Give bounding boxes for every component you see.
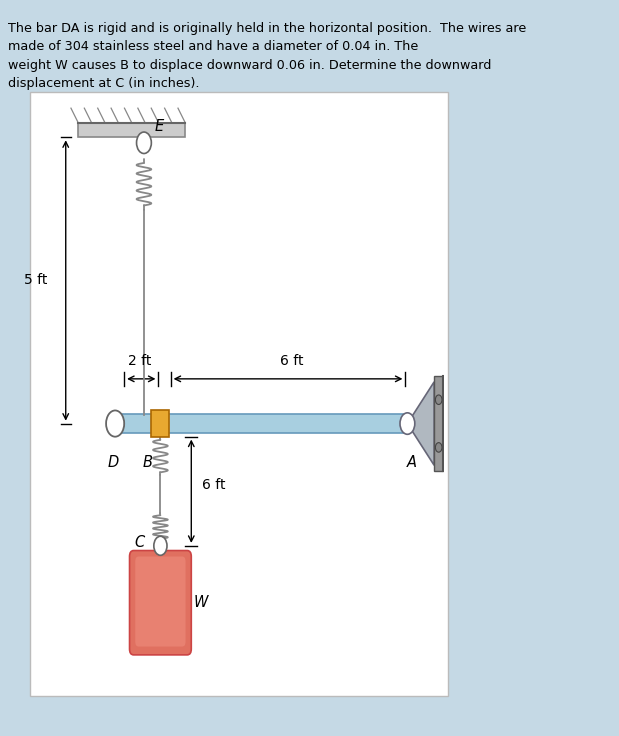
Text: C: C: [134, 535, 145, 551]
Circle shape: [137, 132, 152, 154]
Bar: [78, 122, 185, 138]
Text: W: W: [193, 595, 208, 610]
Text: displacement at C (in inches).: displacement at C (in inches).: [8, 77, 199, 91]
Text: A: A: [407, 455, 417, 470]
FancyBboxPatch shape: [136, 556, 186, 646]
Text: weight W causes B to displace downward 0.06 in. Determine the downward: weight W causes B to displace downward 0…: [8, 59, 491, 72]
Bar: [115, 414, 407, 433]
Text: 6 ft: 6 ft: [280, 354, 304, 368]
Circle shape: [106, 411, 124, 436]
Circle shape: [435, 395, 442, 405]
Text: made of 304 stainless steel and have a diameter of 0.04 in. The: made of 304 stainless steel and have a d…: [8, 40, 418, 54]
FancyBboxPatch shape: [129, 551, 191, 655]
Circle shape: [400, 413, 415, 434]
Bar: [152, 411, 170, 436]
Text: The bar DA is rigid and is originally held in the horizontal position.  The wire: The bar DA is rigid and is originally he…: [8, 22, 526, 35]
Bar: [434, 376, 443, 471]
Text: 2 ft: 2 ft: [128, 354, 152, 368]
Circle shape: [154, 537, 167, 556]
Text: E: E: [154, 119, 163, 135]
Text: 5 ft: 5 ft: [24, 274, 47, 288]
Bar: [30, 92, 448, 696]
Circle shape: [435, 442, 442, 452]
Text: B: B: [142, 455, 152, 470]
Polygon shape: [407, 382, 434, 465]
Text: D: D: [108, 455, 119, 470]
Text: 6 ft: 6 ft: [202, 478, 225, 492]
